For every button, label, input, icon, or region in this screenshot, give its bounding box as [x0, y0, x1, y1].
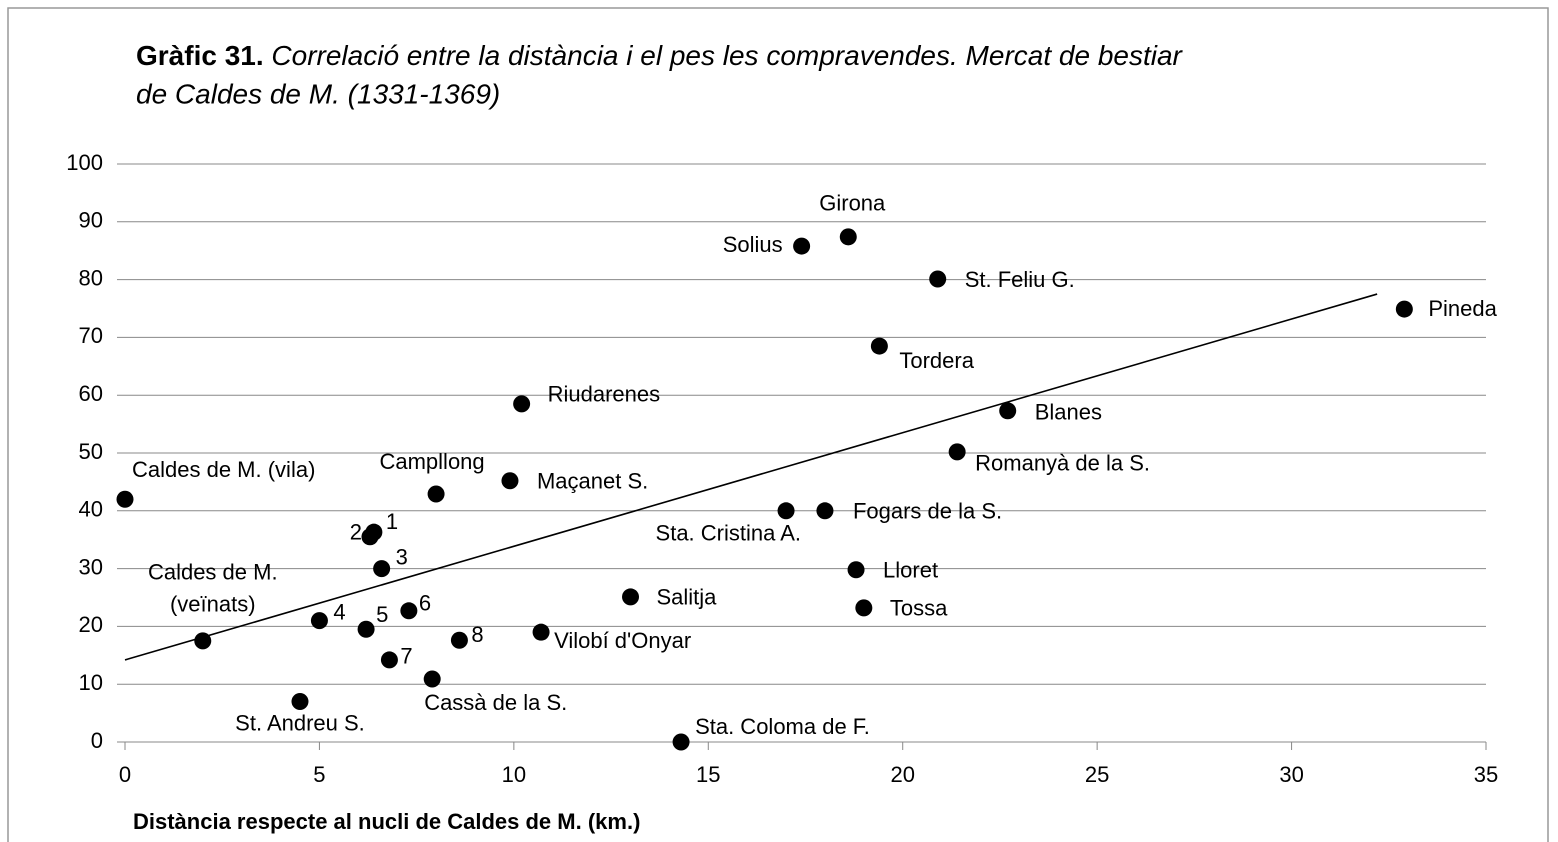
- point-label: 3: [396, 544, 408, 569]
- point: [423, 670, 441, 688]
- x-tick-label: 0: [119, 762, 131, 787]
- x-tick-label: 20: [890, 762, 914, 787]
- point-label: (veïnats): [170, 592, 256, 617]
- point: [839, 228, 857, 246]
- point-label: Riudarenes: [548, 382, 661, 407]
- point-label: Blanes: [1035, 400, 1102, 425]
- y-tick-label: 50: [79, 439, 103, 464]
- point-label: Sta. Cristina A.: [656, 521, 802, 546]
- point: [310, 612, 328, 630]
- point: [672, 733, 690, 751]
- x-tick-label: 10: [502, 762, 526, 787]
- point: [380, 651, 398, 669]
- point: [1395, 300, 1413, 318]
- y-tick-label: 10: [79, 670, 103, 695]
- point-label: Tordera: [899, 348, 974, 373]
- point-label: Vilobí d'Onyar: [554, 628, 691, 653]
- point-label: St. Andreu S.: [235, 710, 365, 735]
- y-tick-label: 90: [79, 208, 103, 233]
- point: [622, 588, 640, 606]
- point-label: Romanyà de la S.: [975, 451, 1150, 476]
- chart-title: Gràfic 31. Correlació entre la distància…: [136, 40, 1184, 71]
- y-tick-label: 80: [79, 265, 103, 290]
- point-label: Lloret: [883, 558, 938, 583]
- point: [427, 485, 445, 503]
- point: [116, 490, 134, 508]
- point-label: Campllong: [379, 449, 484, 474]
- point: [501, 472, 519, 490]
- point-label: Maçanet S.: [537, 469, 648, 494]
- y-tick-label: 60: [79, 381, 103, 406]
- y-tick-label: 30: [79, 554, 103, 579]
- point-label: Salitja: [657, 585, 718, 610]
- x-tick-label: 5: [313, 762, 325, 787]
- point: [357, 620, 375, 638]
- point: [870, 337, 888, 355]
- title-line: Correlació entre la distància i el pes l…: [271, 40, 1183, 71]
- point: [291, 693, 309, 711]
- point-label: Cassà de la S.: [424, 690, 567, 715]
- point: [513, 395, 531, 413]
- point: [450, 631, 468, 649]
- point-label: Caldes de M. (vila): [132, 457, 315, 482]
- title-line: de Caldes de M. (1331-1369): [136, 78, 500, 109]
- point-label: 1: [386, 509, 398, 534]
- point-label: Tossa: [890, 596, 948, 621]
- x-tick-label: 30: [1279, 762, 1303, 787]
- x-tick-label: 25: [1085, 762, 1109, 787]
- point-label: Girona: [819, 191, 886, 216]
- y-tick-label: 20: [79, 612, 103, 637]
- x-axis-label: Distància respecte al nucli de Caldes de…: [133, 809, 640, 834]
- point: [855, 599, 873, 617]
- point: [194, 632, 212, 650]
- point-label: 8: [471, 622, 483, 647]
- y-tick-label: 100: [66, 150, 103, 175]
- point: [816, 502, 834, 520]
- y-tick-label: 70: [79, 323, 103, 348]
- point: [948, 443, 966, 461]
- title-label: Gràfic 31.: [136, 40, 264, 71]
- chart-border: [7, 7, 1549, 842]
- point: [777, 502, 795, 520]
- point: [793, 237, 811, 255]
- point-label: Sta. Coloma de F.: [695, 714, 870, 739]
- point: [365, 523, 383, 541]
- point-label: Caldes de M.: [148, 560, 278, 585]
- point-label: 5: [376, 602, 388, 627]
- point-label: Fogars de la S.: [853, 499, 1002, 524]
- point: [532, 623, 550, 641]
- point-label: 6: [419, 591, 431, 616]
- point-label: Solius: [723, 232, 783, 257]
- point: [999, 402, 1017, 420]
- point: [373, 560, 391, 578]
- point: [929, 270, 947, 288]
- point: [847, 561, 865, 579]
- x-tick-label: 15: [696, 762, 720, 787]
- point: [400, 602, 418, 620]
- y-tick-label: 40: [79, 497, 103, 522]
- point-label: 2: [350, 520, 362, 545]
- y-tick-label: 0: [91, 728, 103, 753]
- point-label: 7: [400, 644, 412, 669]
- trendline: [124, 293, 1378, 661]
- x-tick-label: 35: [1474, 762, 1498, 787]
- point-label: Pineda: [1428, 296, 1497, 321]
- point-label: 4: [333, 599, 345, 624]
- point-label: St. Feliu G.: [965, 267, 1075, 292]
